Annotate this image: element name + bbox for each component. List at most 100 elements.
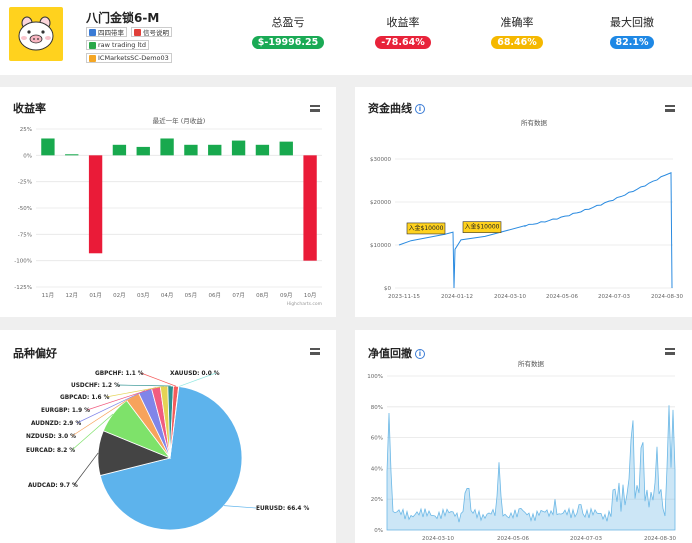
returns-bar	[112, 144, 127, 156]
drawdown-ytick-label: 40%	[371, 466, 383, 472]
avatar	[9, 7, 63, 61]
returns-card-title: 收益率	[13, 102, 46, 115]
equity-card-title: 资金曲线	[368, 102, 412, 115]
drawdown-area	[386, 405, 676, 531]
returns-xtick-label: 06月	[209, 292, 222, 299]
pie-slice-label: EURCAD: 8.2 %	[26, 448, 75, 454]
deposit-annotation-label: 入金$10000	[465, 223, 500, 231]
chart-credit: Highcharts.com	[287, 301, 322, 307]
returns-ytick-label: 25%	[20, 127, 32, 133]
pie-slice-label: EURUSD: 66.4 %	[256, 506, 309, 512]
equity-xtick-label: 2024-01-12	[441, 294, 473, 300]
returns-xtick-label: 02月	[113, 292, 126, 299]
returns-bar	[208, 144, 222, 156]
equity-ytick-label: $30000	[370, 157, 391, 163]
returns-subtitle: 最近一年 (月收益)	[153, 116, 206, 125]
drawdown-ytick-label: 80%	[371, 405, 383, 411]
deposit-annotation-box	[406, 222, 446, 235]
deposit-annotation-box	[462, 221, 502, 233]
returns-xtick-label: 04月	[161, 292, 174, 299]
stat-return-rate: 收益率 -78.64%	[358, 14, 448, 49]
symbols-card-title: 品种偏好	[13, 347, 57, 360]
tag-strategy[interactable]: 四四带率	[86, 27, 127, 37]
account-header: 八门金锁6-M 四四带率 信号说明 raw trading ltd ICMark…	[0, 0, 692, 75]
stat-accuracy-value: 68.46%	[491, 36, 543, 49]
pie-slice-label: AUDNZD: 2.9 %	[31, 421, 81, 427]
returns-xtick-label: 07月	[232, 292, 245, 299]
account-name: 八门金锁6-M	[86, 11, 160, 25]
returns-xtick-label: 10月	[304, 292, 317, 299]
returns-xtick-label: 09月	[280, 292, 293, 299]
equity-card: 资金曲线 i 所有数据 $30000 $20000 $10000 $0 2023-11-15…	[355, 87, 692, 317]
drawdown-ytick-label: 100%	[367, 374, 383, 380]
drawdown-xtick-label: 2024-07-03	[570, 536, 602, 542]
returns-card: 收益率 最近一年 (月收益) 25% 0% -25% -50% -75% -100% -125…	[0, 87, 336, 317]
pie-connector	[140, 372, 177, 387]
drawdown-menu-icon[interactable]	[665, 348, 675, 355]
returns-ytick-label: -50%	[18, 206, 32, 212]
pig-logo-icon	[18, 16, 54, 51]
returns-xtick-label: 12月	[66, 292, 79, 299]
equity-menu-icon[interactable]	[665, 105, 675, 112]
equity-xtick-label: 2024-08-30	[651, 294, 683, 300]
returns-bar	[41, 138, 55, 156]
stat-return-rate-value: -78.64%	[375, 36, 431, 49]
pie-connector	[71, 396, 133, 437]
person-icon	[89, 28, 96, 36]
drawdown-ytick-label: 20%	[371, 497, 383, 503]
returns-bar	[303, 155, 317, 261]
returns-ytick-label: 0%	[23, 153, 32, 159]
symbols-card: 品种偏好 EURUSD: 66.4 % AUDCAD: 9.7 % EURCAD: …	[0, 330, 336, 543]
returns-chart: 最近一年 (月收益) 25% 0% -25% -50% -75% -100% -125% 11月…	[14, 116, 322, 307]
returns-bar	[136, 146, 150, 156]
returns-bar	[279, 141, 293, 156]
drawdown-ytick-label: 0%	[374, 528, 383, 534]
pie-slice	[99, 386, 243, 531]
drawdown-ytick-label: 60%	[371, 436, 383, 442]
drawdown-xtick-label: 2024-05-06	[497, 536, 529, 542]
stat-max-drawdown: 最大回撤 82.1%	[609, 16, 655, 49]
pie-connector	[73, 452, 99, 486]
pie-slice-label: GBPCHF: 1.1 %	[95, 371, 144, 377]
equity-ytick-label: $0	[384, 286, 391, 292]
info-icon[interactable]: i	[415, 349, 425, 359]
stat-max-drawdown-value: 82.1%	[609, 36, 655, 49]
pie-slice-label: NZDUSD: 3.0 %	[26, 434, 76, 440]
stat-accuracy: 准确率 68.46%	[472, 14, 562, 49]
document-icon	[134, 28, 141, 36]
returns-xtick-label: 03月	[137, 292, 150, 299]
pie-connector	[178, 372, 217, 387]
equity-ytick-label: $10000	[370, 243, 391, 249]
symbols-menu-icon[interactable]	[310, 348, 320, 355]
pie-slice-label: USDCHF: 1.2 %	[71, 383, 120, 389]
returns-bar	[231, 140, 246, 156]
pie-slice-label: EURGBP: 1.9 %	[41, 408, 90, 414]
pie-connector	[224, 505, 257, 509]
returns-xtick-label: 08月	[256, 292, 269, 299]
returns-ytick-label: -125%	[14, 285, 32, 291]
pie-slice-label: GBPCAD: 1.6 %	[60, 395, 110, 401]
returns-menu-icon[interactable]	[310, 105, 320, 112]
equity-chart: 所有数据 $30000 $20000 $10000 $0 2023-11-15 2024-0…	[370, 118, 683, 300]
equity-xtick-label: 2023-11-15	[388, 294, 420, 300]
drawdown-chart: 所有数据 100% 80% 60% 40% 20% 0% 2024-03-10 2024-05-…	[367, 359, 676, 542]
returns-xtick-label: 05月	[185, 292, 198, 299]
server-icon	[89, 54, 96, 62]
returns-ytick-label: -100%	[14, 259, 32, 265]
returns-bar	[255, 144, 270, 156]
pie-connector	[71, 413, 114, 451]
equity-ytick-label: $20000	[370, 200, 391, 206]
equity-curve-line	[398, 172, 673, 289]
pie-connector	[86, 387, 156, 411]
stat-total-pnl-value: $-19996.25	[251, 36, 325, 49]
pie-slice-label: XAUUSD: 0.0 %	[170, 371, 220, 377]
tag-broker: raw trading ltd	[86, 40, 149, 50]
returns-ytick-label: -75%	[18, 232, 32, 238]
returns-xtick-label: 11月	[42, 292, 55, 299]
equity-xtick-label: 2024-05-06	[546, 294, 578, 300]
tag-signal-info[interactable]: 信号说明	[131, 27, 172, 37]
returns-bar	[65, 154, 79, 156]
equity-subtitle: 所有数据	[521, 118, 548, 127]
returns-ytick-label: -25%	[18, 180, 32, 186]
info-icon[interactable]: i	[415, 104, 425, 114]
